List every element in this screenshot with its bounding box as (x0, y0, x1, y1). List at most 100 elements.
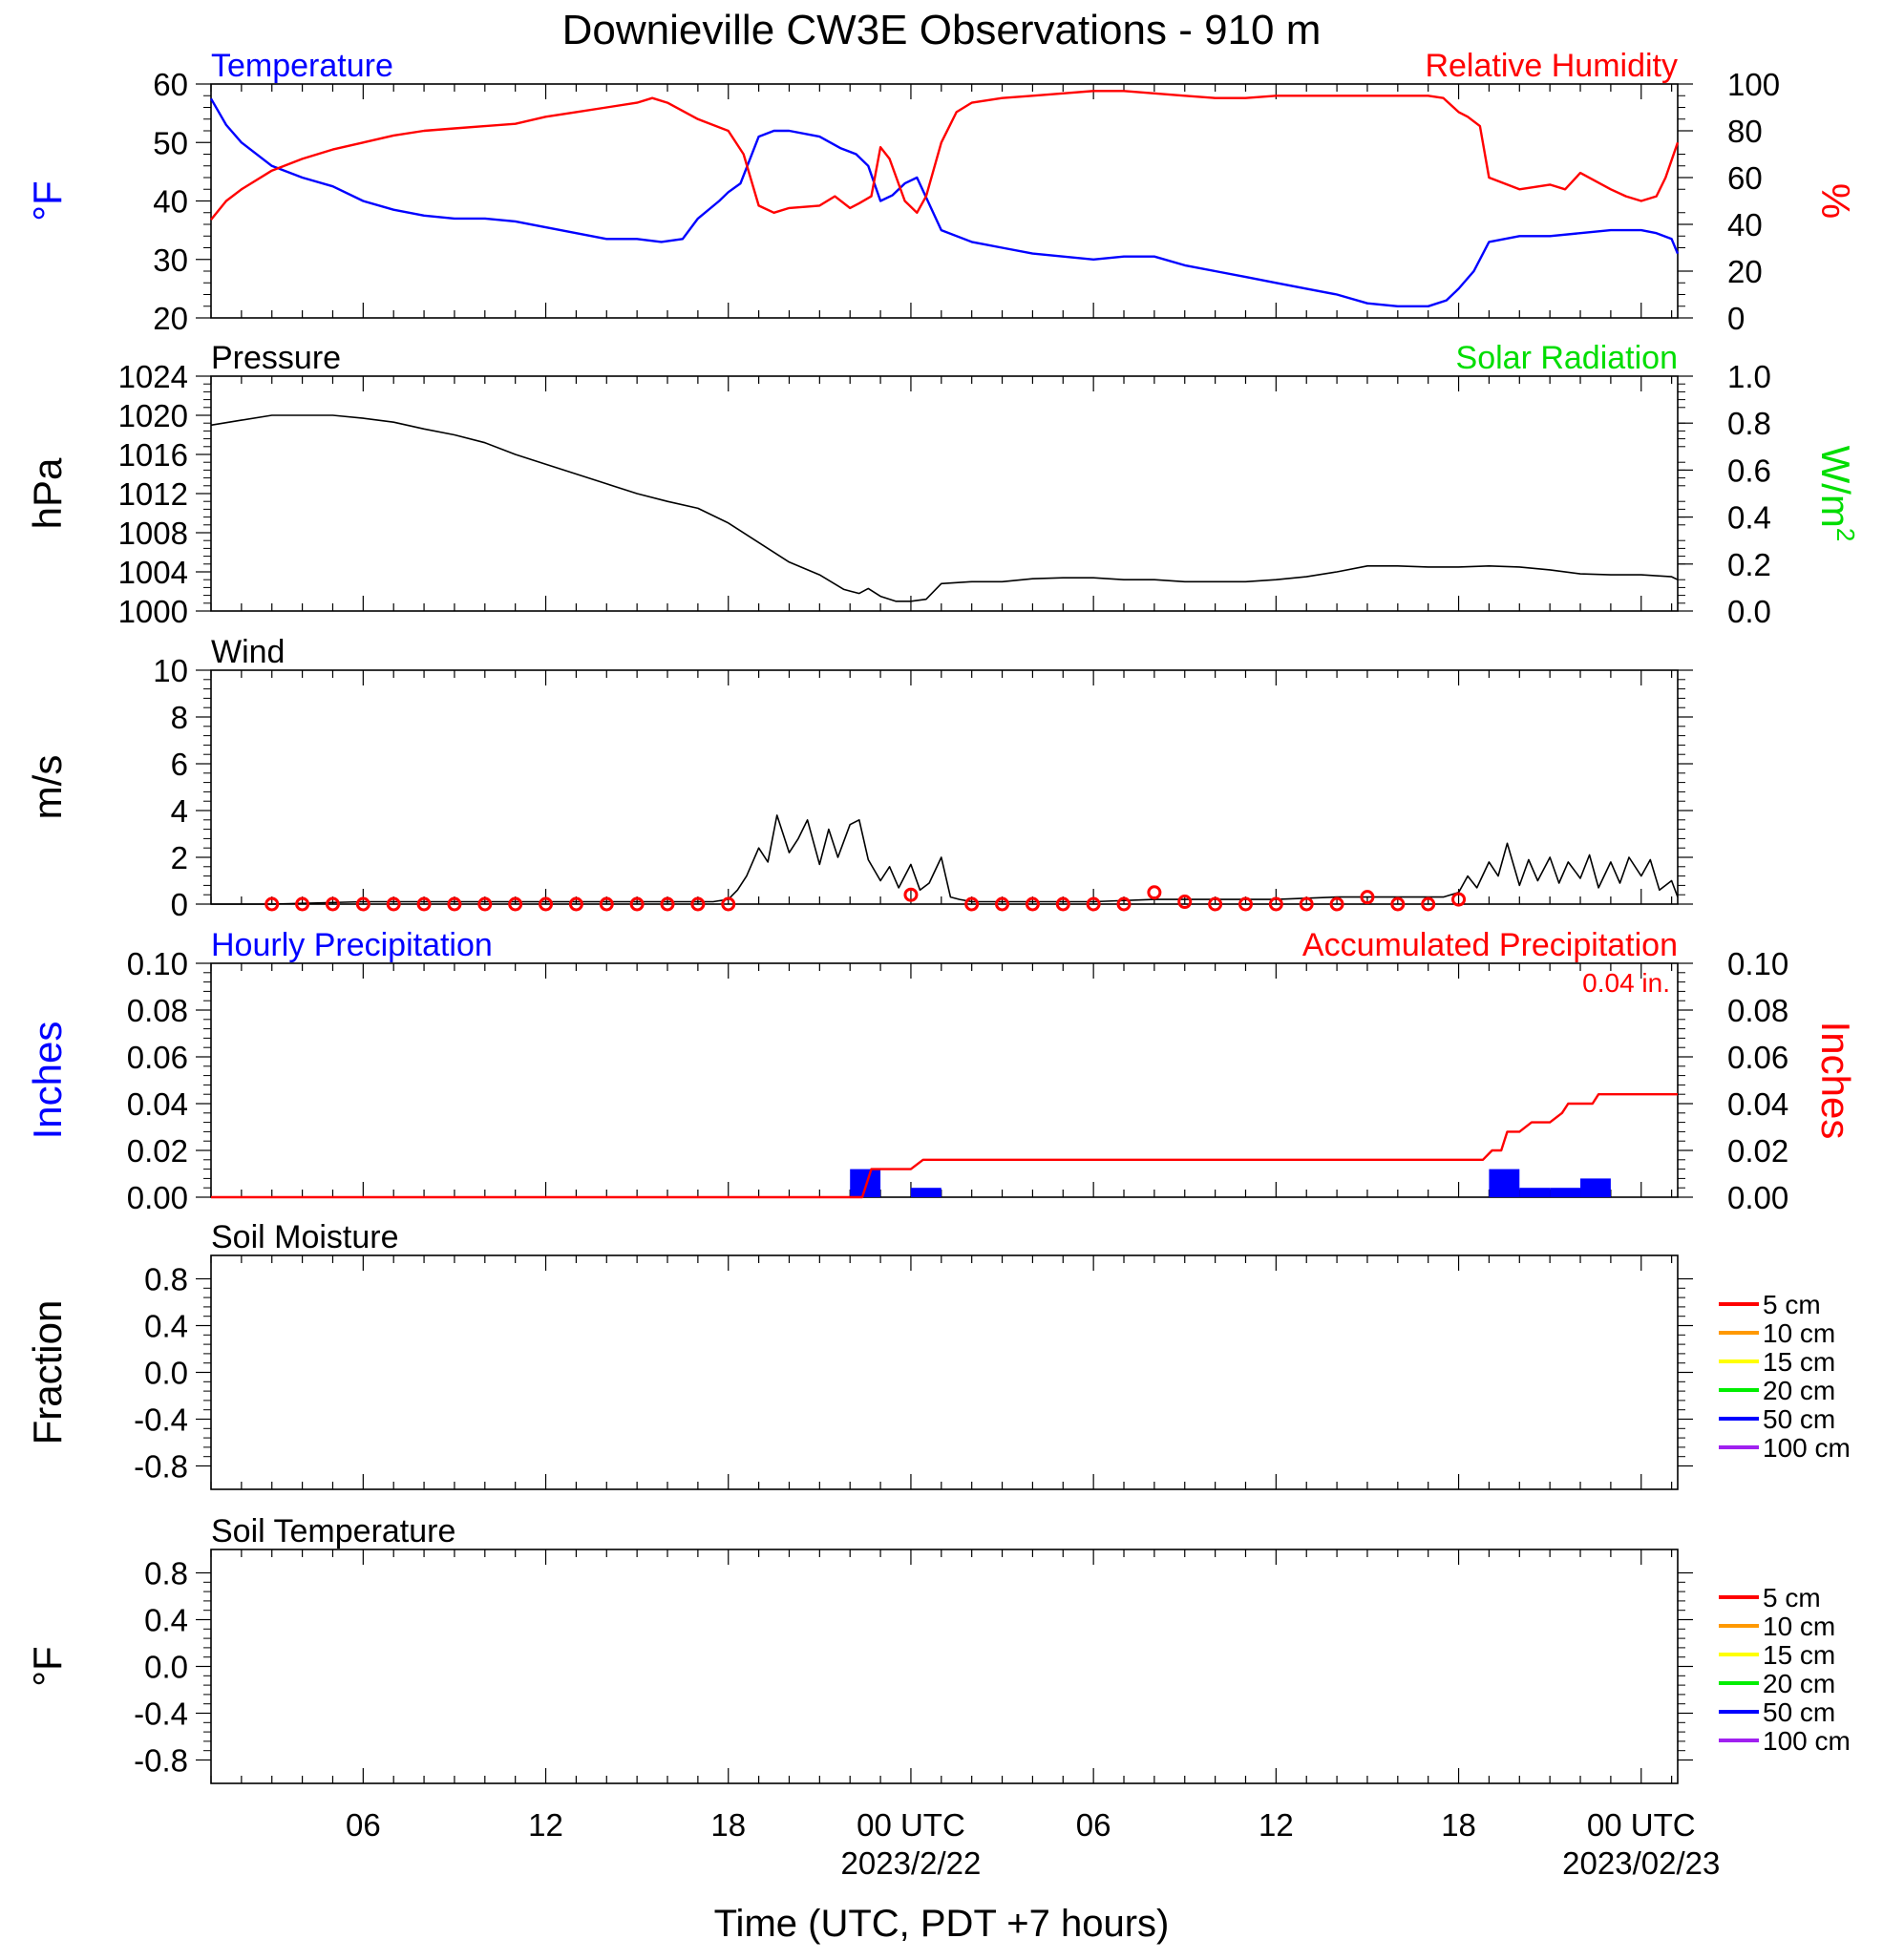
figure-title: Downieville CW3E Observations - 910 m (562, 7, 1322, 53)
wind-marker (539, 896, 554, 912)
wind-marker (1086, 896, 1101, 912)
precip-ytick-label-left: 0.06 (127, 1040, 188, 1075)
wind-marker (1147, 885, 1162, 900)
wind-marker (1025, 896, 1040, 912)
wind-marker (721, 896, 736, 912)
wind-ylabel-left: m/s (25, 755, 70, 820)
wind-marker (386, 896, 401, 912)
x-tick-date-label: 2023/02/23 (1562, 1845, 1720, 1881)
wind-marker (964, 896, 980, 912)
soil_temperature-ytick-label-left: 0.8 (144, 1556, 188, 1591)
soil_temperature-legend-label: 5 cm (1763, 1583, 1821, 1612)
soil_moisture-ytick-label-left: 0.8 (144, 1262, 188, 1297)
precip-left-title: Hourly Precipitation (211, 927, 493, 963)
pressure-ytick-label-left: 1008 (118, 516, 188, 551)
pressure-right-title: Solar Radiation (1456, 340, 1678, 376)
wind-marker (477, 896, 493, 912)
x-tick-label: 00 UTC (857, 1807, 965, 1843)
pressure-ytick-label-right: 0.4 (1727, 500, 1771, 536)
pressure-frame (210, 375, 1679, 612)
wind-marker (295, 896, 310, 912)
wind-marker (1421, 896, 1436, 912)
x-tick-label: 06 (346, 1807, 381, 1843)
soil_moisture-frame (210, 1254, 1679, 1490)
soil_temperature-legend-label: 20 cm (1763, 1669, 1835, 1698)
soil_temperature-ytick-label-left: -0.8 (134, 1743, 188, 1779)
precip-ylabel-right: Inches (1813, 1022, 1858, 1140)
pressure-ytick-label-left: 1016 (118, 437, 188, 473)
pressure-ylabel-right-sup: 2 (1831, 528, 1860, 541)
temp_rh-series-relative-humidity (210, 90, 1680, 221)
soil_moisture-legend-label: 5 cm (1763, 1290, 1821, 1319)
wind-marker (660, 896, 675, 912)
precip-ylabel-left: Inches (25, 1022, 70, 1140)
wind-marker (1116, 896, 1132, 912)
soil_moisture-legend-label: 20 cm (1763, 1376, 1835, 1405)
wind-marker (1360, 890, 1375, 905)
pressure-series-pressure (210, 414, 1679, 602)
wind-marker (1208, 896, 1223, 912)
wind-left-title: Wind (211, 634, 285, 670)
soil_moisture-legend-label: 100 cm (1763, 1433, 1851, 1463)
pressure-ytick-label-right: 0.6 (1727, 453, 1771, 488)
x-tick-label: 12 (1259, 1807, 1294, 1843)
temp_rh-ylabel-left: °F (25, 180, 70, 221)
soil_moisture-panel: -0.8 -0.4 0.0 0.4 0.8 Soil Moisture Fraction 5 … (25, 1219, 1851, 1490)
wind-marker (1390, 896, 1406, 912)
soil_temperature-ytick-label-left: 0.4 (144, 1603, 188, 1638)
soil_moisture-ytick-label-left: 0.4 (144, 1309, 188, 1344)
temp_rh-ytick-label-left: 60 (153, 67, 188, 102)
wind-ytick-label-left: 2 (171, 840, 188, 875)
pressure-ytick-label-right: 0.0 (1727, 594, 1771, 629)
precip-ytick-label-left: 0.08 (127, 993, 188, 1028)
pressure-ylabel-right: W/m2 (1813, 446, 1860, 542)
wind-marker (903, 887, 919, 902)
pressure-ytick-label-left: 1000 (118, 594, 188, 629)
temp_rh-ytick-label-right: 0 (1727, 301, 1745, 336)
wind-series-wind (211, 814, 1679, 905)
temp_rh-ytick-label-left: 50 (153, 125, 188, 160)
wind-frame (210, 669, 1679, 905)
temp_rh-ytick-label-right: 80 (1727, 114, 1763, 149)
wind-marker (629, 896, 645, 912)
soil_temperature-legend-label: 15 cm (1763, 1640, 1835, 1670)
wind-marker (1238, 896, 1253, 912)
temp_rh-ytick-label-right: 100 (1727, 67, 1780, 102)
soil_temperature-legend-label: 10 cm (1763, 1612, 1835, 1641)
pressure-ytick-label-right: 0.2 (1727, 547, 1771, 582)
x-tick-label: 18 (1441, 1807, 1476, 1843)
x-tick-label: 00 UTC (1587, 1807, 1696, 1843)
wind-marker (508, 896, 523, 912)
wind-marker (690, 896, 706, 912)
precip-ytick-label-right: 0.00 (1727, 1180, 1788, 1215)
pressure-ytick-label-left: 1004 (118, 555, 188, 590)
pressure-ytick-label-left: 1020 (118, 398, 188, 433)
soil_moisture-ytick-label-left: -0.4 (134, 1402, 188, 1438)
precip-series-accumulated-precipitation (211, 1093, 1678, 1199)
temp_rh-frame (210, 83, 1679, 319)
pressure-ytick-label-right: 0.8 (1727, 406, 1771, 441)
precip-ytick-label-right: 0.08 (1727, 993, 1788, 1028)
temp_rh-ytick-label-left: 30 (153, 242, 188, 278)
precip-annotation: 0.04 in. (1582, 968, 1670, 998)
precip-ytick-label-right: 0.02 (1727, 1133, 1788, 1169)
pressure-ytick-label-left: 1024 (118, 359, 188, 394)
wind-ytick-label-left: 4 (171, 793, 188, 829)
temp_rh-right-title: Relative Humidity (1425, 48, 1678, 84)
precip-bar (1489, 1169, 1520, 1197)
precip-ytick-label-left: 0.04 (127, 1086, 188, 1122)
wind-marker (355, 896, 370, 912)
soil_moisture-ylabel-left: Fraction (25, 1300, 70, 1445)
soil_temperature-legend-label: 50 cm (1763, 1697, 1835, 1727)
precip-panel: 0.00 0.02 0.04 0.06 0.08 0.10 0.00 0.02 0.04 0.06… (25, 927, 1858, 1215)
wind-marker (325, 896, 340, 912)
wind-marker (1055, 896, 1070, 912)
x-axis-label: Time (UTC, PDT +7 hours) (714, 1903, 1170, 1945)
wind-marker (1299, 896, 1314, 912)
soil_moisture-legend-label: 15 cm (1763, 1347, 1835, 1377)
soil_temperature-frame (210, 1549, 1679, 1784)
wind-ytick-label-left: 8 (171, 700, 188, 735)
precip-bar (850, 1169, 881, 1197)
